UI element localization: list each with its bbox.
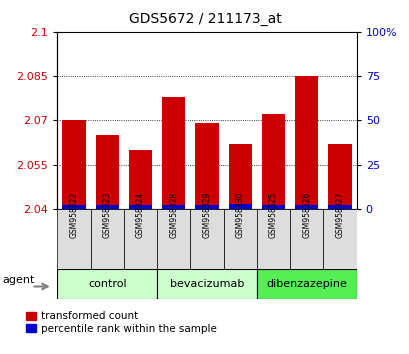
- FancyBboxPatch shape: [157, 209, 190, 269]
- Text: GSM958330: GSM958330: [235, 192, 244, 238]
- FancyBboxPatch shape: [256, 269, 356, 299]
- Legend: transformed count, percentile rank within the sample: transformed count, percentile rank withi…: [26, 312, 217, 334]
- Text: GSM958325: GSM958325: [268, 192, 277, 238]
- Text: agent: agent: [3, 275, 35, 285]
- Bar: [328, 205, 351, 209]
- FancyBboxPatch shape: [90, 209, 124, 269]
- Text: GSM958322: GSM958322: [70, 192, 79, 238]
- Bar: [294, 205, 318, 209]
- Text: GDS5672 / 211173_at: GDS5672 / 211173_at: [128, 12, 281, 27]
- FancyBboxPatch shape: [290, 209, 323, 269]
- Text: GSM958329: GSM958329: [202, 192, 211, 238]
- Text: dibenzazepine: dibenzazepine: [266, 279, 346, 289]
- Bar: [62, 205, 85, 209]
- Bar: [162, 205, 185, 209]
- FancyBboxPatch shape: [223, 209, 256, 269]
- Text: GSM958324: GSM958324: [136, 192, 145, 238]
- Text: GSM958328: GSM958328: [169, 192, 178, 238]
- FancyBboxPatch shape: [57, 269, 157, 299]
- FancyBboxPatch shape: [256, 209, 290, 269]
- Bar: [228, 144, 251, 209]
- Text: GSM958327: GSM958327: [335, 192, 344, 238]
- Bar: [195, 205, 218, 209]
- Bar: [261, 114, 285, 209]
- FancyBboxPatch shape: [157, 269, 256, 299]
- Bar: [128, 150, 152, 209]
- Text: control: control: [88, 279, 126, 289]
- Bar: [294, 76, 318, 209]
- FancyBboxPatch shape: [57, 209, 90, 269]
- FancyBboxPatch shape: [124, 209, 157, 269]
- Bar: [162, 97, 185, 209]
- FancyBboxPatch shape: [190, 209, 223, 269]
- Bar: [261, 205, 285, 209]
- FancyBboxPatch shape: [323, 209, 356, 269]
- Bar: [328, 144, 351, 209]
- Bar: [95, 135, 119, 209]
- Text: GSM958326: GSM958326: [301, 192, 310, 238]
- Bar: [228, 204, 251, 209]
- Bar: [195, 123, 218, 209]
- Bar: [62, 120, 85, 209]
- Bar: [95, 205, 119, 209]
- Text: GSM958323: GSM958323: [103, 192, 112, 238]
- Text: bevacizumab: bevacizumab: [169, 279, 244, 289]
- Bar: [128, 205, 152, 209]
